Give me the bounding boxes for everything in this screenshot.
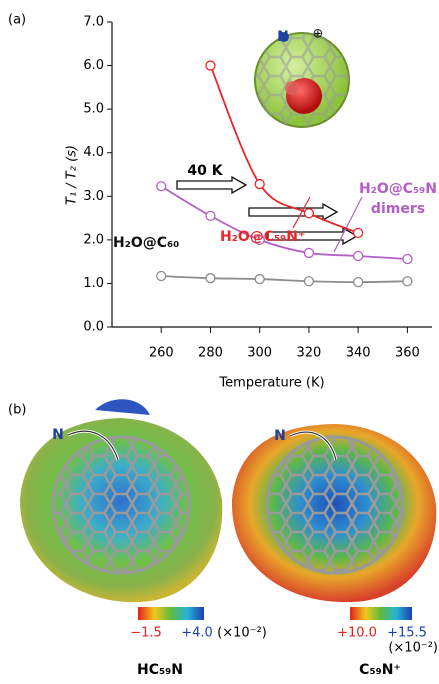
color-bar (350, 607, 412, 620)
y-tick-label: 1.0 (83, 276, 104, 291)
panel-label: (b) (8, 403, 26, 418)
atom-label: N (52, 427, 64, 443)
inset-molecule (255, 32, 349, 127)
y-tick-label: 7.0 (83, 15, 104, 30)
data-point (255, 275, 264, 284)
x-tick-label: 300 (247, 346, 272, 361)
color-min: +10.0 (337, 626, 377, 641)
surface-left (20, 399, 222, 602)
x-tick-label: 260 (149, 346, 174, 361)
x-tick-label: 340 (346, 346, 371, 361)
data-point (354, 278, 363, 287)
data-point (157, 182, 166, 191)
series-label-box: H₂O@C₅₉N dimers (358, 179, 438, 225)
data-point (304, 277, 313, 286)
color-unit: (×10⁻²) (388, 641, 438, 656)
data-point (206, 211, 215, 220)
data-point (304, 209, 313, 218)
series-label-box: H₂O@C₆₀ (113, 233, 253, 279)
data-point (403, 255, 412, 264)
series-label: H₂O@C₆₀ (113, 233, 253, 253)
series-label: H₂O@C₅₉N dimers (358, 179, 438, 219)
molecule-name: HC₅₉N (137, 662, 183, 678)
x-axis-label: Temperature (K) (218, 376, 324, 391)
y-tick-label: 6.0 (83, 58, 104, 73)
y-tick-label: 0.0 (83, 320, 104, 335)
figure: N ⊕ (a) T₁ / T₂ (s) Temperature (K) 40 K… (0, 0, 439, 684)
page: N ⊕ (a) T₁ / T₂ (s) Temperature (K) 40 K… (0, 0, 439, 684)
y-tick-label: 5.0 (83, 102, 104, 117)
color-min: −1.5 (130, 626, 162, 641)
x-tick-label: 320 (297, 346, 322, 361)
y-tick-label: 2.0 (83, 232, 104, 247)
x-tick-label: 360 (395, 346, 420, 361)
color-bar (138, 607, 204, 620)
molecule-name: C₅₉N⁺ (359, 662, 401, 678)
data-point (255, 180, 264, 189)
inset-atom: N (277, 29, 289, 45)
x-tick-label: 280 (198, 346, 223, 361)
annotation: 40 K (187, 163, 223, 179)
panel-label: (a) (8, 13, 26, 28)
color-unit: (×10⁻²) (217, 626, 267, 641)
y-tick-label: 4.0 (83, 145, 104, 160)
data-point (403, 277, 412, 286)
atom-label: N (274, 428, 286, 444)
color-max: +15.5 (387, 626, 427, 641)
y-tick-label: 3.0 (83, 189, 104, 204)
inset-charge: ⊕ (313, 27, 324, 42)
y-axis-label: T₁ / T₂ (s) (65, 145, 80, 205)
color-max: +4.0 (181, 626, 213, 641)
data-point (206, 61, 215, 70)
